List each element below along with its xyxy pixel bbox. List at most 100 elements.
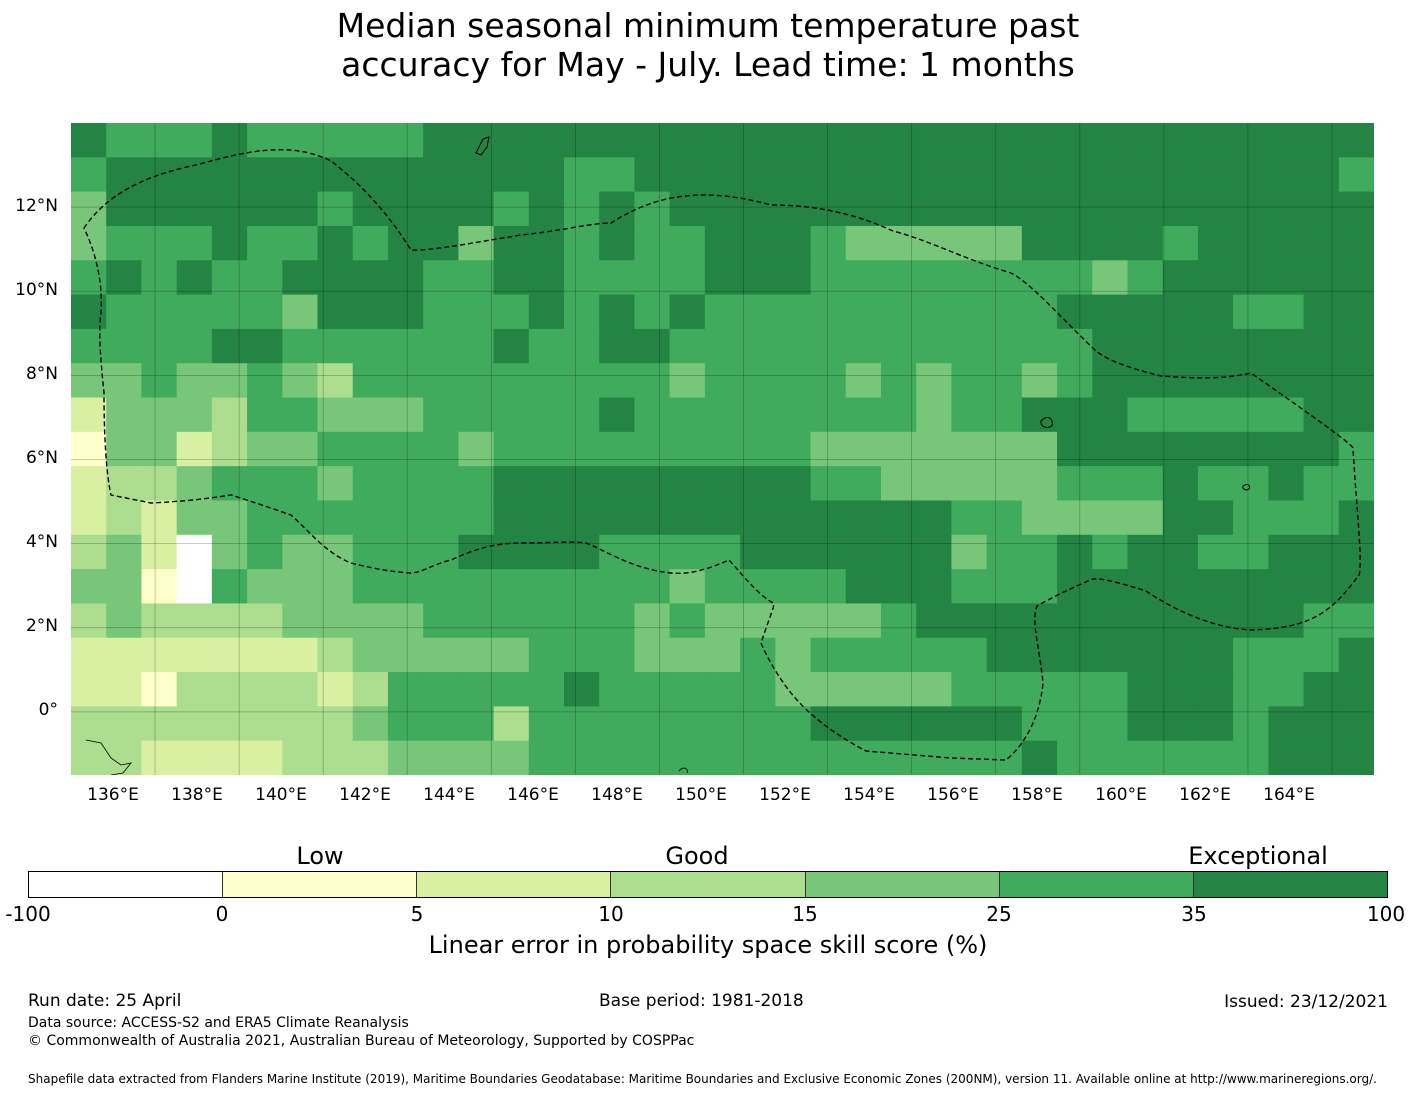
grid-cell [176, 328, 213, 364]
grid-cell [1021, 740, 1058, 775]
colorbar-tick: 35 [1181, 902, 1207, 926]
grid-cell [845, 637, 882, 673]
grid-cell [106, 363, 143, 399]
grid-cell [1092, 157, 1129, 193]
colorbar-segment [999, 872, 1194, 897]
grid-cell [669, 191, 706, 227]
grid-cell [282, 672, 319, 707]
grid-cell [352, 534, 389, 570]
grid-cell [1127, 225, 1164, 261]
grid-cell [599, 260, 636, 296]
grid-cell [1162, 706, 1199, 742]
grid-cell [493, 294, 530, 330]
grid-cell [1092, 397, 1129, 433]
grid-cell [458, 500, 495, 536]
grid-cell [1021, 500, 1058, 536]
grid-cell [810, 191, 847, 227]
grid-cell [1303, 294, 1340, 330]
grid-cell [810, 569, 847, 605]
grid-cell [141, 534, 178, 570]
lon-label-142e: 142°E [339, 785, 391, 805]
grid-cell [282, 328, 319, 364]
grid-cell [176, 123, 213, 158]
data-source: Data source: ACCESS-S2 and ERA5 Climate … [28, 1015, 409, 1031]
grid-cell [845, 740, 882, 775]
island-pohnpei [1242, 484, 1250, 491]
grid-cell [810, 328, 847, 364]
grid-cell [493, 157, 530, 193]
grid-cell [106, 466, 143, 502]
grid-cell [740, 740, 776, 775]
grid-cell [599, 328, 636, 364]
grid-cell [634, 328, 671, 364]
grid-cell [986, 191, 1023, 227]
grid-cell [352, 328, 389, 364]
grid-cell [528, 363, 565, 399]
grid-cell [845, 534, 882, 570]
grid-cell [1268, 603, 1305, 639]
grid-cell [599, 191, 636, 227]
grid-cell [880, 363, 917, 399]
grid-cell [458, 706, 495, 742]
grid-cell [317, 569, 354, 605]
grid-cell [493, 431, 530, 467]
colorbar-tick: 25 [986, 902, 1012, 926]
grid-cell [1338, 740, 1374, 775]
grid-cell [282, 637, 319, 673]
grid-cell [106, 500, 143, 536]
grid-cell [1268, 294, 1305, 330]
grid-cell [317, 466, 354, 502]
grid-cell [1021, 534, 1058, 570]
grid-cell [986, 260, 1023, 296]
grid-cell [317, 706, 354, 742]
grid-cell [458, 157, 495, 193]
grid-cell [1127, 466, 1164, 502]
grid-cell [634, 500, 671, 536]
grid-cell [951, 534, 988, 570]
grid-cell [810, 397, 847, 433]
grid-cell [880, 740, 917, 775]
grid-cell [1338, 225, 1374, 261]
grid-cell [880, 569, 917, 605]
grid-cell [1233, 431, 1269, 467]
grid-cell [916, 466, 953, 502]
grid-cell [986, 534, 1023, 570]
grid-cell [528, 637, 565, 673]
grid-cell [247, 191, 283, 227]
grid-cell [1233, 397, 1269, 433]
grid-cell [845, 569, 882, 605]
grid-cell [141, 363, 178, 399]
grid-cell [106, 191, 143, 227]
grid-cell [775, 294, 812, 330]
grid-cell [1268, 328, 1305, 364]
grid-cell [1127, 603, 1164, 639]
grid-cell [599, 466, 636, 502]
lon-label-148e: 148°E [591, 785, 643, 805]
lat-label-12n: 12°N [15, 196, 58, 216]
grid-cell [1303, 706, 1340, 742]
grid-cell [141, 637, 178, 673]
grid-cell [247, 500, 283, 536]
grid-cell [845, 706, 882, 742]
grid-cell [176, 672, 213, 707]
grid-cell [1303, 672, 1340, 707]
grid-cell [634, 431, 671, 467]
grid-cell [1092, 740, 1129, 775]
grid-cell [1021, 328, 1058, 364]
grid-cell [564, 397, 600, 433]
grid-cell [458, 431, 495, 467]
grid-cell [247, 466, 283, 502]
grid-cell [986, 672, 1023, 707]
grid-cell [669, 637, 706, 673]
island-small-south [678, 767, 688, 774]
grid-cell [458, 225, 495, 261]
grid-cell [916, 328, 953, 364]
grid-cell [1162, 363, 1199, 399]
grid-cell [141, 157, 178, 193]
grid-cell [211, 260, 248, 296]
grid-cell [1092, 260, 1129, 296]
grid-cell [1197, 603, 1234, 639]
grid-cell [493, 534, 530, 570]
grid-cell [564, 603, 600, 639]
grid-cell [775, 466, 812, 502]
